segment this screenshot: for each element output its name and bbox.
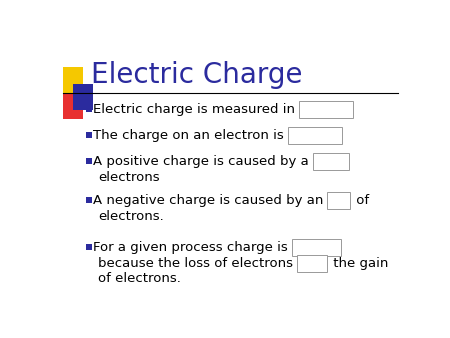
Bar bbox=[328, 192, 350, 209]
Bar bbox=[63, 93, 83, 119]
Bar bbox=[86, 197, 92, 203]
Text: For a given process charge is: For a given process charge is bbox=[93, 241, 292, 254]
Text: of electrons.: of electrons. bbox=[98, 272, 181, 285]
Text: electrons: electrons bbox=[98, 171, 160, 184]
Text: Electric charge is measured in: Electric charge is measured in bbox=[93, 103, 299, 116]
Bar bbox=[313, 153, 350, 170]
Text: because the loss of electrons: because the loss of electrons bbox=[98, 257, 297, 270]
Bar bbox=[86, 132, 92, 138]
Text: of: of bbox=[352, 194, 369, 207]
Bar bbox=[297, 255, 327, 271]
Text: the gain: the gain bbox=[329, 257, 388, 270]
Text: The charge on an electron is: The charge on an electron is bbox=[93, 129, 288, 142]
Bar bbox=[86, 158, 92, 164]
Bar bbox=[288, 127, 342, 144]
Text: electrons.: electrons. bbox=[98, 210, 164, 223]
Text: A positive charge is caused by a: A positive charge is caused by a bbox=[93, 155, 313, 168]
Bar bbox=[299, 101, 353, 118]
Bar bbox=[292, 239, 341, 256]
Bar bbox=[73, 83, 93, 110]
Text: A negative charge is caused by an: A negative charge is caused by an bbox=[93, 194, 328, 207]
Bar bbox=[63, 67, 83, 93]
Bar bbox=[86, 106, 92, 112]
Text: Electric Charge: Electric Charge bbox=[91, 62, 302, 89]
Bar bbox=[86, 244, 92, 250]
